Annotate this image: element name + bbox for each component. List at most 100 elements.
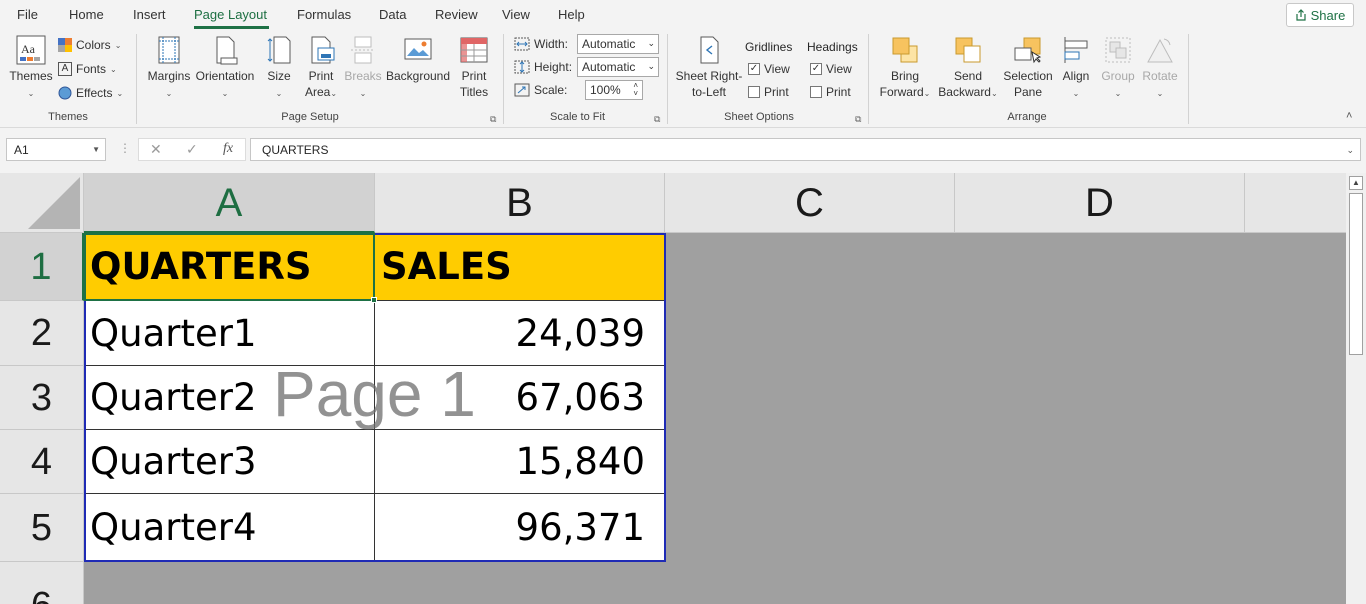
scrollbar-thumb[interactable] bbox=[1349, 193, 1363, 355]
headings-view-checkbox[interactable]: ✓ View bbox=[810, 62, 852, 76]
gridlines-print-checkbox[interactable]: Print bbox=[748, 85, 789, 99]
tab-formulas[interactable]: Formulas bbox=[297, 7, 352, 22]
selection-pane-button[interactable]: Selection Pane bbox=[1002, 34, 1054, 100]
page-setup-launcher-icon[interactable]: ⧉ bbox=[490, 114, 497, 124]
share-button[interactable]: Share bbox=[1286, 3, 1354, 27]
headings-print-label: Print bbox=[826, 85, 851, 99]
cancel-icon[interactable]: ✕ bbox=[150, 141, 162, 157]
collapse-ribbon-icon[interactable]: ˄ bbox=[1346, 110, 1353, 122]
spin-down-icon[interactable]: ˅ bbox=[633, 89, 638, 98]
background-button[interactable]: Background bbox=[385, 34, 451, 84]
headings-print-checkbox[interactable]: Print bbox=[810, 85, 851, 99]
row-header-5[interactable]: 5 bbox=[0, 494, 84, 562]
checkbox-unchecked-icon[interactable] bbox=[748, 86, 760, 98]
cell-b1[interactable]: SALES bbox=[375, 233, 666, 301]
row-header-1[interactable]: 1 bbox=[0, 233, 84, 301]
worksheet-grid[interactable]: A B C D 1 2 3 4 5 6 QUARTERS SALES Quart… bbox=[0, 173, 1346, 604]
row-header-4[interactable]: 4 bbox=[0, 430, 84, 494]
chevron-down-icon: ⌄ bbox=[647, 38, 655, 48]
width-label: Width: bbox=[534, 37, 569, 51]
active-tab-indicator bbox=[194, 26, 269, 29]
sheet-right-to-left-button[interactable]: Sheet Right- to-Left bbox=[674, 34, 744, 100]
cell-a4[interactable]: Quarter3 bbox=[84, 430, 375, 494]
effects-button[interactable]: Effects ⌄ bbox=[58, 86, 123, 100]
fonts-button[interactable]: A Fonts ⌄ bbox=[58, 62, 117, 76]
vertical-scrollbar[interactable]: ▲ bbox=[1346, 173, 1366, 604]
cell-a3[interactable]: Quarter2 bbox=[84, 366, 375, 430]
sheet-options-launcher-icon[interactable]: ⧉ bbox=[855, 114, 862, 124]
row-header-3[interactable]: 3 bbox=[0, 366, 84, 430]
tab-home[interactable]: Home bbox=[69, 7, 104, 22]
column-header-a[interactable]: A bbox=[84, 173, 375, 233]
sheet-rtl-label-2: to-Left bbox=[691, 85, 727, 99]
colors-label: Colors bbox=[76, 38, 111, 52]
row-header-2[interactable]: 2 bbox=[0, 301, 84, 366]
enter-icon[interactable]: ✓ bbox=[186, 141, 198, 157]
select-all-button[interactable] bbox=[0, 173, 84, 233]
cell-b5[interactable]: 96,371 bbox=[375, 494, 666, 562]
cell-a1[interactable]: QUARTERS bbox=[84, 233, 375, 301]
chevron-down-icon: ⌄ bbox=[1114, 89, 1122, 98]
themes-button[interactable]: Aa Themes ⌄ bbox=[8, 34, 54, 102]
height-dropdown[interactable]: Automatic ⌄ bbox=[577, 57, 659, 77]
print-area-button[interactable]: Print Area⌄ bbox=[302, 34, 340, 102]
fill-handle[interactable] bbox=[371, 297, 377, 303]
size-button[interactable]: Size ⌄ bbox=[264, 34, 294, 102]
print-titles-button[interactable]: Print Titles bbox=[455, 34, 493, 100]
column-header-c[interactable]: C bbox=[665, 173, 955, 233]
align-button[interactable]: Align ⌄ bbox=[1058, 34, 1094, 102]
colors-button[interactable]: Colors ⌄ bbox=[58, 38, 121, 52]
chevron-down-icon[interactable]: ▼ bbox=[92, 145, 100, 154]
bring-forward-button[interactable]: Bring Forward⌄ bbox=[876, 34, 934, 102]
checkbox-unchecked-icon[interactable] bbox=[810, 86, 822, 98]
bring-forward-label-1: Bring bbox=[890, 69, 919, 83]
checkbox-checked-icon[interactable]: ✓ bbox=[810, 63, 822, 75]
send-backward-button[interactable]: Send Backward⌄ bbox=[935, 34, 1001, 102]
orientation-button[interactable]: Orientation ⌄ bbox=[195, 34, 255, 102]
tab-review[interactable]: Review bbox=[435, 7, 478, 22]
width-icon bbox=[514, 37, 530, 51]
name-box[interactable]: A1 ▼ bbox=[6, 138, 106, 161]
row-header-6[interactable]: 6 bbox=[0, 562, 84, 604]
scale-to-fit-launcher-icon[interactable]: ⧉ bbox=[654, 114, 661, 124]
chevron-down-icon: ⌄ bbox=[275, 89, 283, 98]
tab-data[interactable]: Data bbox=[379, 7, 407, 22]
tab-help[interactable]: Help bbox=[558, 7, 585, 22]
group-button[interactable]: Group ⌄ bbox=[1099, 34, 1137, 102]
margins-button[interactable]: Margins ⌄ bbox=[145, 34, 193, 102]
menu-bar: File Home Insert Page Layout Formulas Da… bbox=[0, 0, 1366, 30]
column-header-b[interactable]: B bbox=[375, 173, 665, 233]
ribbon-separator bbox=[503, 34, 504, 124]
formula-input[interactable]: QUARTERS ⌄ bbox=[250, 138, 1361, 161]
insert-function-icon[interactable]: fx bbox=[223, 141, 234, 156]
cell-b3[interactable]: 67,063 bbox=[375, 366, 666, 430]
fonts-icon: A bbox=[58, 62, 72, 76]
resize-handle-icon[interactable]: ⋮ bbox=[119, 141, 131, 155]
tab-view[interactable]: View bbox=[502, 7, 530, 22]
expand-formula-bar-icon[interactable]: ⌄ bbox=[1346, 145, 1354, 155]
tab-page-layout[interactable]: Page Layout bbox=[194, 7, 268, 22]
effects-label: Effects bbox=[76, 86, 113, 100]
cell-b4[interactable]: 15,840 bbox=[375, 430, 666, 494]
gridlines-view-checkbox[interactable]: ✓ View bbox=[748, 62, 790, 76]
cell-a5[interactable]: Quarter4 bbox=[84, 494, 375, 562]
column-header-d[interactable]: D bbox=[955, 173, 1245, 233]
orientation-icon bbox=[216, 36, 238, 65]
breaks-icon bbox=[351, 36, 375, 64]
column-header-e[interactable] bbox=[1245, 173, 1346, 233]
width-dropdown[interactable]: Automatic ⌄ bbox=[577, 34, 659, 54]
tab-insert[interactable]: Insert bbox=[133, 7, 166, 22]
colors-icon bbox=[58, 38, 72, 52]
ribbon-separator bbox=[667, 34, 668, 124]
width-row: Width: bbox=[514, 37, 568, 51]
cell-a2[interactable]: Quarter1 bbox=[84, 301, 375, 366]
cell-b2[interactable]: 24,039 bbox=[375, 301, 666, 366]
tab-file[interactable]: File bbox=[17, 7, 38, 22]
selection-pane-label-2: Pane bbox=[1013, 85, 1043, 99]
spin-up-icon[interactable]: ˄ bbox=[633, 81, 638, 90]
checkbox-checked-icon[interactable]: ✓ bbox=[748, 63, 760, 75]
rotate-button[interactable]: Rotate ⌄ bbox=[1140, 34, 1180, 102]
scroll-up-icon[interactable]: ▲ bbox=[1349, 176, 1363, 190]
breaks-button[interactable]: Breaks ⌄ bbox=[344, 34, 382, 102]
scale-spinner[interactable]: 100% ˄ ˅ bbox=[585, 80, 643, 100]
